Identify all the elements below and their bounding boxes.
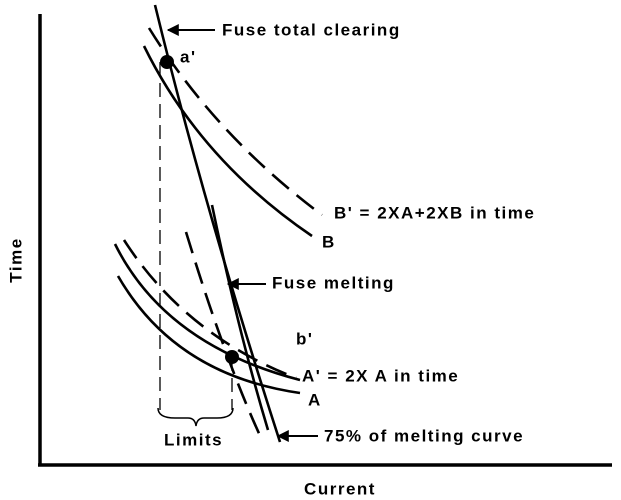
label: a' bbox=[180, 47, 197, 66]
label: Fuse melting bbox=[272, 273, 395, 292]
melting-75-curve bbox=[184, 231, 264, 441]
label: A' = 2X A in time bbox=[302, 366, 459, 385]
label: Fuse total clearing bbox=[222, 20, 401, 39]
label: b' bbox=[296, 329, 313, 348]
curves bbox=[113, 4, 323, 443]
melting-curve bbox=[210, 204, 270, 431]
x-axis-label: Current bbox=[304, 479, 376, 498]
clearing-curve bbox=[153, 4, 282, 443]
label: B bbox=[322, 232, 336, 251]
a-prime-curve bbox=[122, 239, 297, 380]
y-axis-label: Time bbox=[6, 237, 25, 282]
b-prime-curve bbox=[147, 27, 323, 217]
label: 75% of melting curve bbox=[324, 426, 524, 445]
b-curve bbox=[142, 45, 313, 238]
axes bbox=[38, 14, 612, 467]
label: Limits bbox=[164, 430, 223, 449]
limits-brace bbox=[157, 407, 234, 427]
label: A bbox=[308, 390, 322, 409]
a-curve bbox=[116, 275, 301, 395]
point-a-prime bbox=[160, 55, 174, 69]
upper-a-curve bbox=[113, 243, 301, 382]
label: B' = 2XA+2XB in time bbox=[334, 203, 535, 222]
